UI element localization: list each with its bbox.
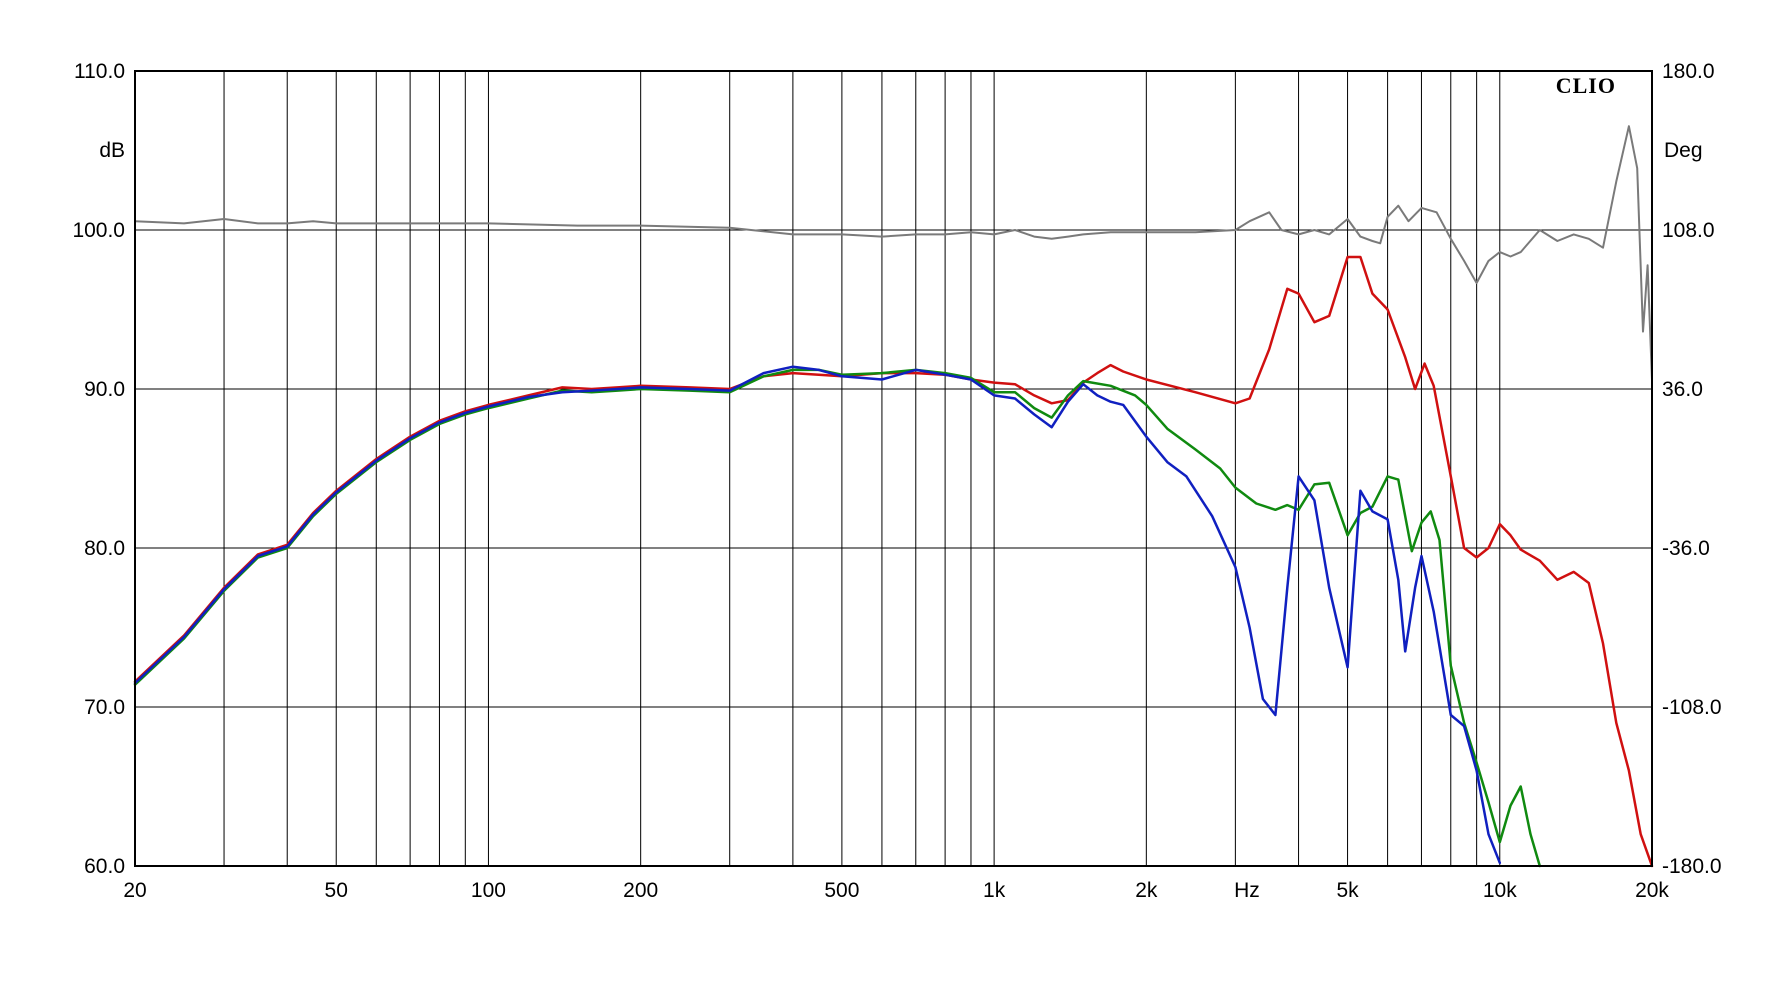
x-tick-label: 20 [123,879,146,902]
y-tick-label: 80.0 [84,537,125,560]
brand-logo-text: CLIO [1556,73,1616,98]
x-tick-label: 1k [983,879,1006,902]
x-tick-label: 200 [623,879,658,902]
y2-tick-label: 108.0 [1662,219,1715,242]
series-layer [133,125,1654,868]
y-tick-label: 100.0 [72,219,125,242]
x-tick-label: 100 [471,879,506,902]
series-line-3 [133,365,1502,865]
y2-tick-label: 180.0 [1662,60,1715,83]
y2-tick-label: -108.0 [1662,696,1722,719]
x-axis-label: Hz [1234,879,1260,902]
y-axis-label: dB [99,139,125,162]
labels: 20 50 100 200 500 1k 2k 5k 10k 20k 60.0 70.0 80.0 90.… [72,60,1721,902]
y2-tick-label: 36.0 [1662,378,1703,401]
y2-tick-label: -36.0 [1662,537,1710,560]
series-line-2 [133,368,1542,868]
x-tick-label: 20k [1635,879,1669,902]
plot-frame [134,70,1653,867]
x-tick-label: 5k [1336,879,1359,902]
series-line-1 [133,255,1654,868]
y2-axis-label: Deg [1664,139,1703,162]
x-tick-label: 50 [325,879,348,902]
y2-tick-label: -180.0 [1662,855,1722,878]
x-tick-label: 2k [1135,879,1158,902]
grid [135,71,1652,866]
x-tick-label: 10k [1483,879,1517,902]
y-tick-label: 90.0 [84,378,125,401]
y-tick-label: 70.0 [84,696,125,719]
y-tick-label: 110.0 [74,60,125,83]
x-tick-label: 500 [824,879,859,902]
y-tick-label: 60.0 [84,855,125,878]
series-line-4 [134,125,1653,382]
